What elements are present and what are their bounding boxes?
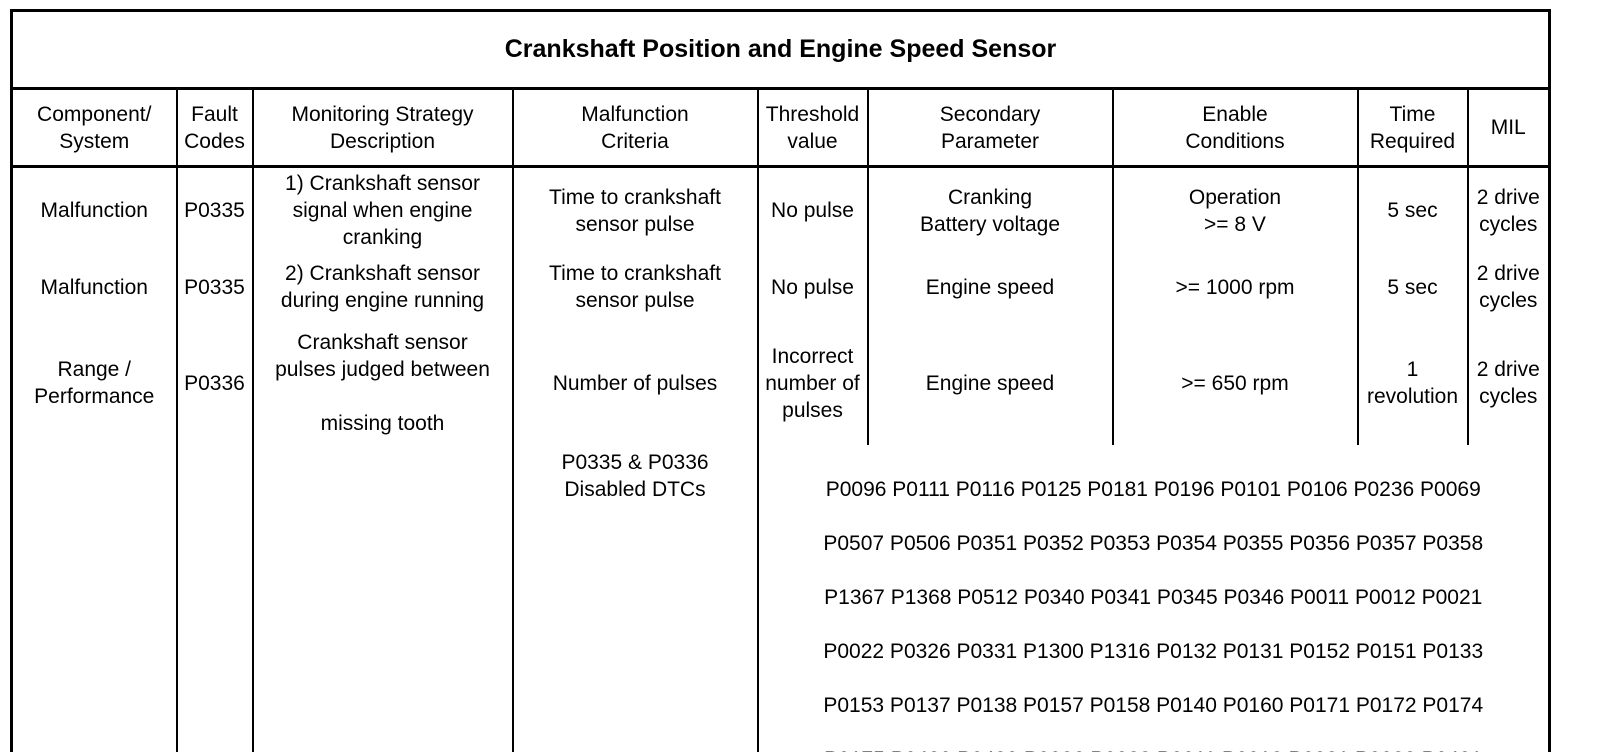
dtc-line: P0022 P0326 P0331 P1300 P1316 P0132 P013… [823, 640, 1484, 663]
header-enable-conditions: Enable Conditions [1111, 88, 1358, 168]
sensor-monitor-table: Crankshaft Position and Engine Speed Sen… [10, 9, 1551, 752]
cell-strategy: 1) Crankshaft sensor signal when engine … [251, 166, 513, 253]
cell-secondary: Cranking Battery voltage [866, 166, 1113, 253]
table-row-p0336: Range / Performance P0336 Crankshaft sen… [12, 321, 1550, 445]
cell-enable: >= 1000 rpm [1111, 253, 1358, 321]
cell-threshold: No pulse [756, 253, 868, 321]
title-row: Crankshaft Position and Engine Speed Sen… [11, 10, 1550, 90]
disabled-dtcs-row: P0335 & P0336 Disabled DTCs P0096 P0111 … [12, 445, 1550, 752]
cell-mil: 2 drive cycles [1466, 166, 1550, 253]
dtc-line: P0153 P0137 P0138 P0157 P0158 P0140 P016… [823, 694, 1484, 717]
dtc-line: P0507 P0506 P0351 P0352 P0353 P0354 P035… [823, 532, 1484, 555]
empty-cell [12, 445, 177, 752]
disabled-dtcs-list: P0096 P0111 P0116 P0125 P0181 P0196 P010… [756, 445, 1550, 752]
table-row-p0335-running: Malfunction P0335 2) Crankshaft sensor d… [12, 253, 1550, 321]
cell-mil: 2 drive cycles [1466, 321, 1550, 445]
table-row-p0335-cranking: Malfunction P0335 1) Crankshaft sensor s… [12, 166, 1550, 253]
empty-cell [251, 445, 513, 752]
cell-enable: Operation >= 8 V [1111, 166, 1358, 253]
cell-component: Malfunction [40, 199, 148, 222]
cell-time: 1 revolution [1356, 321, 1468, 445]
empty-cell [175, 445, 253, 752]
header-row: Component/ System Fault Codes Monitoring… [11, 88, 1550, 168]
cell-threshold: No pulse [756, 166, 868, 253]
disabled-dtcs-label: P0335 & P0336 Disabled DTCs [511, 445, 758, 752]
cell-criteria: Time to crankshaft sensor pulse [511, 166, 758, 253]
dtc-line: P1367 P1368 P0512 P0340 P0341 P0345 P034… [824, 586, 1483, 609]
cell-fault-code: P0335 [175, 166, 253, 253]
header-malfunction-criteria: Malfunction Criteria [511, 88, 758, 168]
cell-strategy: Crankshaft sensor pulses judged between … [251, 321, 513, 445]
header-threshold-value: Threshold value [756, 88, 868, 168]
dtc-line: P0175 P0420 P0430 P0026 P0028 P0011 P001… [763, 746, 1545, 752]
header-secondary-parameter: Secondary Parameter [866, 88, 1113, 168]
header-time-required: Time Required [1356, 88, 1468, 168]
header-fault-codes: Fault Codes [175, 88, 253, 168]
table-title: Crankshaft Position and Engine Speed Sen… [11, 10, 1550, 90]
cell-enable: >= 650 rpm [1111, 321, 1358, 445]
cell-mil: 2 drive cycles [1466, 253, 1550, 321]
header-mil: MIL [1466, 88, 1550, 168]
cell-secondary: Engine speed [866, 253, 1113, 321]
cell-fault-code: P0335 [175, 253, 253, 321]
cell-criteria: Number of pulses [511, 321, 758, 445]
cell-secondary: Engine speed [866, 321, 1113, 445]
cell-criteria: Time to crankshaft sensor pulse [511, 253, 758, 321]
cell-time: 5 sec [1356, 253, 1468, 321]
cell-threshold: Incorrect number of pulses [756, 321, 868, 445]
cell-component: Malfunction [40, 275, 148, 299]
cell-strategy: 2) Crankshaft sensor during engine runni… [251, 253, 513, 321]
header-component-system: Component/ System [11, 88, 177, 168]
dtc-line: P0096 P0111 P0116 P0125 P0181 P0196 P010… [825, 478, 1481, 501]
header-monitoring-strategy: Monitoring Strategy Description [251, 88, 513, 168]
cell-component: Range / Performance [34, 358, 155, 408]
cell-time: 5 sec [1356, 166, 1468, 253]
cell-fault-code: P0336 [175, 321, 253, 445]
